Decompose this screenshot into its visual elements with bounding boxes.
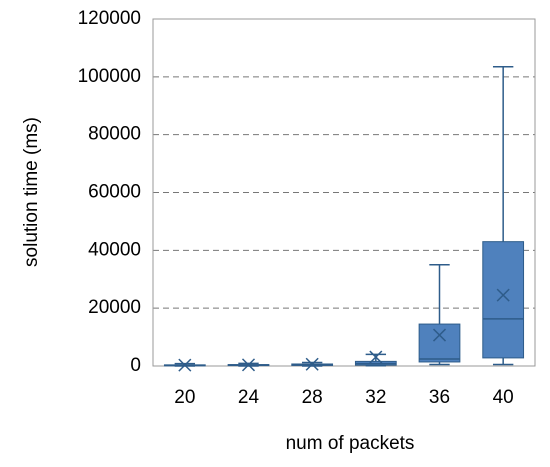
y-tick-label: 80000 [88,124,141,145]
x-tick-label: 36 [429,387,450,408]
mean-marker [241,358,256,372]
mean-marker [305,357,319,371]
mean-marker [369,350,383,364]
x-axis-label: num of packets [286,433,415,454]
y-tick-label: 100000 [78,66,141,87]
x-tick-label: 28 [302,387,323,408]
mean-marker [496,288,510,302]
plot-border [152,18,536,367]
y-tick-label: 20000 [88,297,141,318]
y-tick-label: 120000 [78,8,141,29]
x-tick-label: 40 [493,387,514,408]
box [482,241,525,359]
x-tick-label: 20 [174,387,195,408]
y-tick-label: 0 [130,355,141,376]
y-tick-label: 40000 [88,239,141,260]
x-tick-label: 24 [238,387,260,408]
x-tick-label: 32 [365,387,386,408]
box [418,323,461,363]
y-tick-label: 60000 [88,182,141,203]
mean-marker [432,328,447,342]
mean-marker [178,358,192,372]
y-axis-label: solution time (ms) [21,117,42,267]
